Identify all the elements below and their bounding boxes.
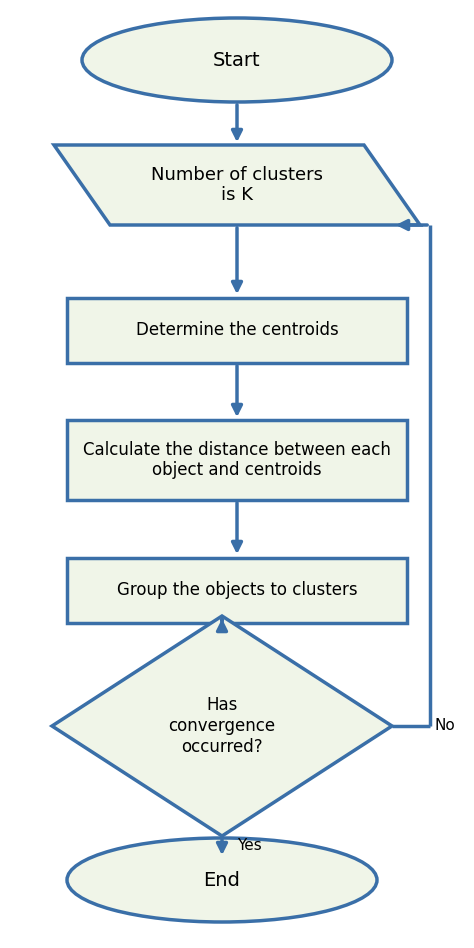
Polygon shape — [54, 145, 420, 225]
Text: Has
convergence
occurred?: Has convergence occurred? — [168, 696, 275, 756]
Bar — [67, 420, 407, 500]
Ellipse shape — [82, 18, 392, 102]
Text: Number of clusters
is K: Number of clusters is K — [151, 166, 323, 205]
Text: Calculate the distance between each
object and centroids: Calculate the distance between each obje… — [83, 441, 391, 480]
Bar — [67, 557, 407, 623]
Text: End: End — [203, 870, 240, 889]
Text: Yes: Yes — [237, 838, 262, 853]
Polygon shape — [52, 616, 392, 836]
Bar — [67, 298, 407, 362]
Ellipse shape — [67, 838, 377, 922]
Text: Determine the centroids: Determine the centroids — [136, 321, 338, 339]
Text: Group the objects to clusters: Group the objects to clusters — [117, 581, 357, 599]
Text: Start: Start — [213, 50, 261, 69]
Text: No: No — [435, 719, 456, 734]
